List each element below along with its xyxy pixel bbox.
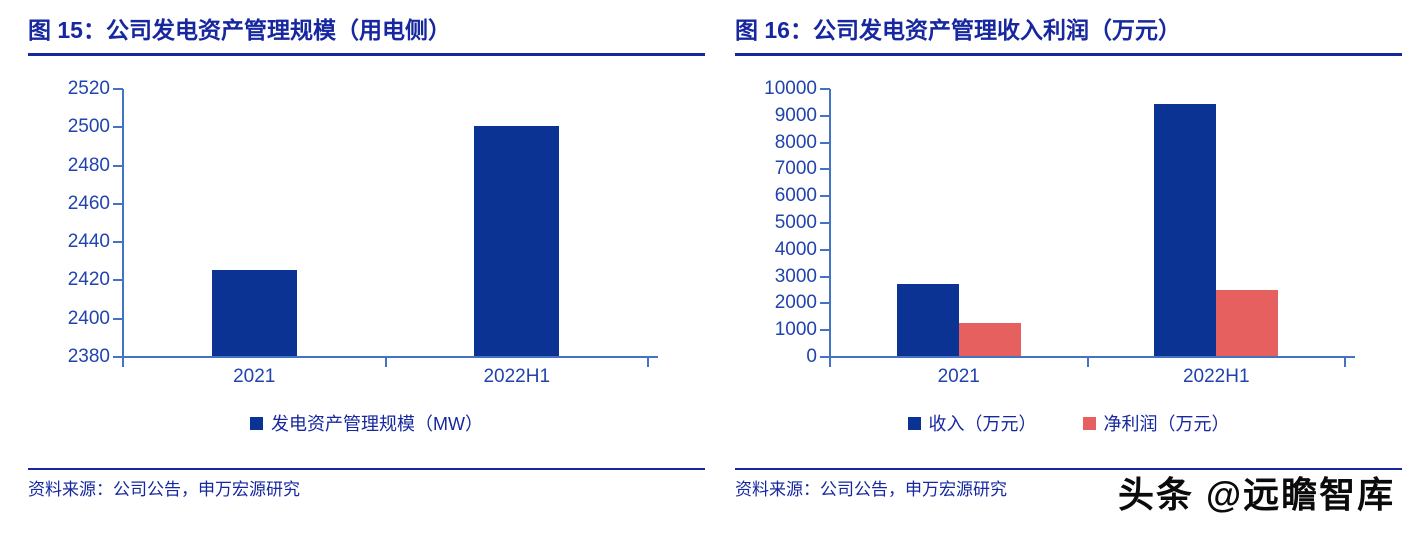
y-axis-tick xyxy=(113,279,123,282)
y-axis-label: 7000 xyxy=(774,158,817,180)
bar xyxy=(474,126,560,356)
y-axis-label: 1000 xyxy=(774,319,817,341)
y-axis-tick xyxy=(820,88,830,90)
y-axis-tick xyxy=(820,114,830,117)
category-label: 2021 xyxy=(937,366,980,387)
y-axis-label: 3000 xyxy=(774,265,817,287)
source-note: 资料来源：公司公告，申万宏源研究 xyxy=(28,480,300,499)
y-axis-label: 2400 xyxy=(67,307,110,329)
watermark: 头条 @远瞻智库 xyxy=(1118,474,1396,515)
y-axis-tick xyxy=(820,302,830,305)
x-axis-tick xyxy=(1344,357,1346,367)
figure-title: 图 16：公司发电资产管理收入利润（万元） xyxy=(735,14,1402,56)
y-axis-tick xyxy=(820,329,830,332)
figure-15: 图 15：公司发电资产管理规模（用电侧） 2380 2400 2420 2440 246… xyxy=(28,14,705,501)
y-axis-tick xyxy=(820,248,830,251)
bar xyxy=(1154,104,1217,356)
y-axis-line xyxy=(122,89,124,358)
y-axis-label: 4000 xyxy=(774,238,817,260)
bar-chart: 2380 2400 2420 2440 2460 2480 2500 2520 2021 2022… xyxy=(28,56,705,396)
y-axis-label: 2500 xyxy=(67,116,110,138)
legend-label: 净利润（万元） xyxy=(1103,414,1230,434)
chart-legend: 发电资产管理规模（MW） xyxy=(28,410,705,436)
x-axis-tick xyxy=(829,357,831,367)
legend-item: 发电资产管理规模（MW） xyxy=(250,410,483,436)
y-axis-label: 8000 xyxy=(774,131,817,153)
legend-marker-icon xyxy=(907,416,921,430)
y-axis-tick xyxy=(113,241,123,244)
category-label: 2022H1 xyxy=(1182,366,1250,387)
y-axis-label: 0 xyxy=(806,346,817,367)
y-axis-tick xyxy=(113,164,123,167)
y-axis-label: 2420 xyxy=(67,269,110,291)
legend-marker-icon xyxy=(1082,416,1096,430)
y-axis-tick xyxy=(113,202,123,205)
legend-item: 收入（万元） xyxy=(907,410,1037,436)
y-axis-tick xyxy=(820,141,830,144)
y-axis-tick xyxy=(820,356,830,358)
legend-label: 收入（万元） xyxy=(928,414,1037,434)
y-axis-label: 6000 xyxy=(774,185,817,207)
y-axis-label: 2460 xyxy=(67,192,110,214)
y-axis-label: 2440 xyxy=(67,231,110,253)
x-axis-tick xyxy=(122,357,124,367)
source-divider xyxy=(735,468,1402,470)
y-axis-tick xyxy=(820,222,830,224)
x-axis-tick xyxy=(1086,357,1089,367)
x-axis-tick xyxy=(384,357,387,367)
y-axis-tick xyxy=(113,126,123,129)
category-label: 2022H1 xyxy=(483,366,551,387)
y-axis-label: 2000 xyxy=(774,292,817,314)
legend-label: 发电资产管理规模（MW） xyxy=(271,414,483,434)
figure-16: 图 16：公司发电资产管理收入利润（万元） 0 1000 2000 3000 4000 5… xyxy=(735,14,1402,501)
source-divider xyxy=(28,468,705,470)
bar xyxy=(211,269,297,356)
y-axis-tick xyxy=(113,356,123,358)
y-axis-label: 2520 xyxy=(67,78,110,99)
y-axis-label: 10000 xyxy=(764,78,817,99)
y-axis-label: 2480 xyxy=(67,154,110,176)
y-axis-line xyxy=(829,89,831,358)
figure-title: 图 15：公司发电资产管理规模（用电侧） xyxy=(28,14,705,56)
plot-area: 2380 2400 2420 2440 2460 2480 2500 2520 2021 2022… xyxy=(68,78,658,387)
y-axis-tick xyxy=(113,88,123,90)
bar xyxy=(958,322,1021,356)
category-label: 2021 xyxy=(233,366,276,387)
legend-item: 净利润（万元） xyxy=(1082,410,1230,436)
x-axis-tick xyxy=(647,357,649,367)
y-axis-label: 5000 xyxy=(774,212,817,233)
y-axis-tick xyxy=(820,195,830,198)
chart-legend: 收入（万元） 净利润（万元） xyxy=(735,410,1402,436)
y-axis-tick xyxy=(820,275,830,278)
bar-chart: 0 1000 2000 3000 4000 5000 6000 7000 8000 9000 100… xyxy=(735,56,1402,396)
y-axis-label: 2380 xyxy=(67,346,110,367)
bar xyxy=(1216,290,1279,356)
y-axis-tick xyxy=(113,317,123,320)
legend-marker-icon xyxy=(250,416,263,430)
y-axis-label: 9000 xyxy=(774,104,817,126)
plot-area: 0 1000 2000 3000 4000 5000 6000 7000 8000 9000 100… xyxy=(764,78,1355,387)
y-axis-tick xyxy=(820,168,830,171)
source-note: 资料来源：公司公告，申万宏源研究 xyxy=(735,480,1007,499)
bar xyxy=(896,283,959,356)
